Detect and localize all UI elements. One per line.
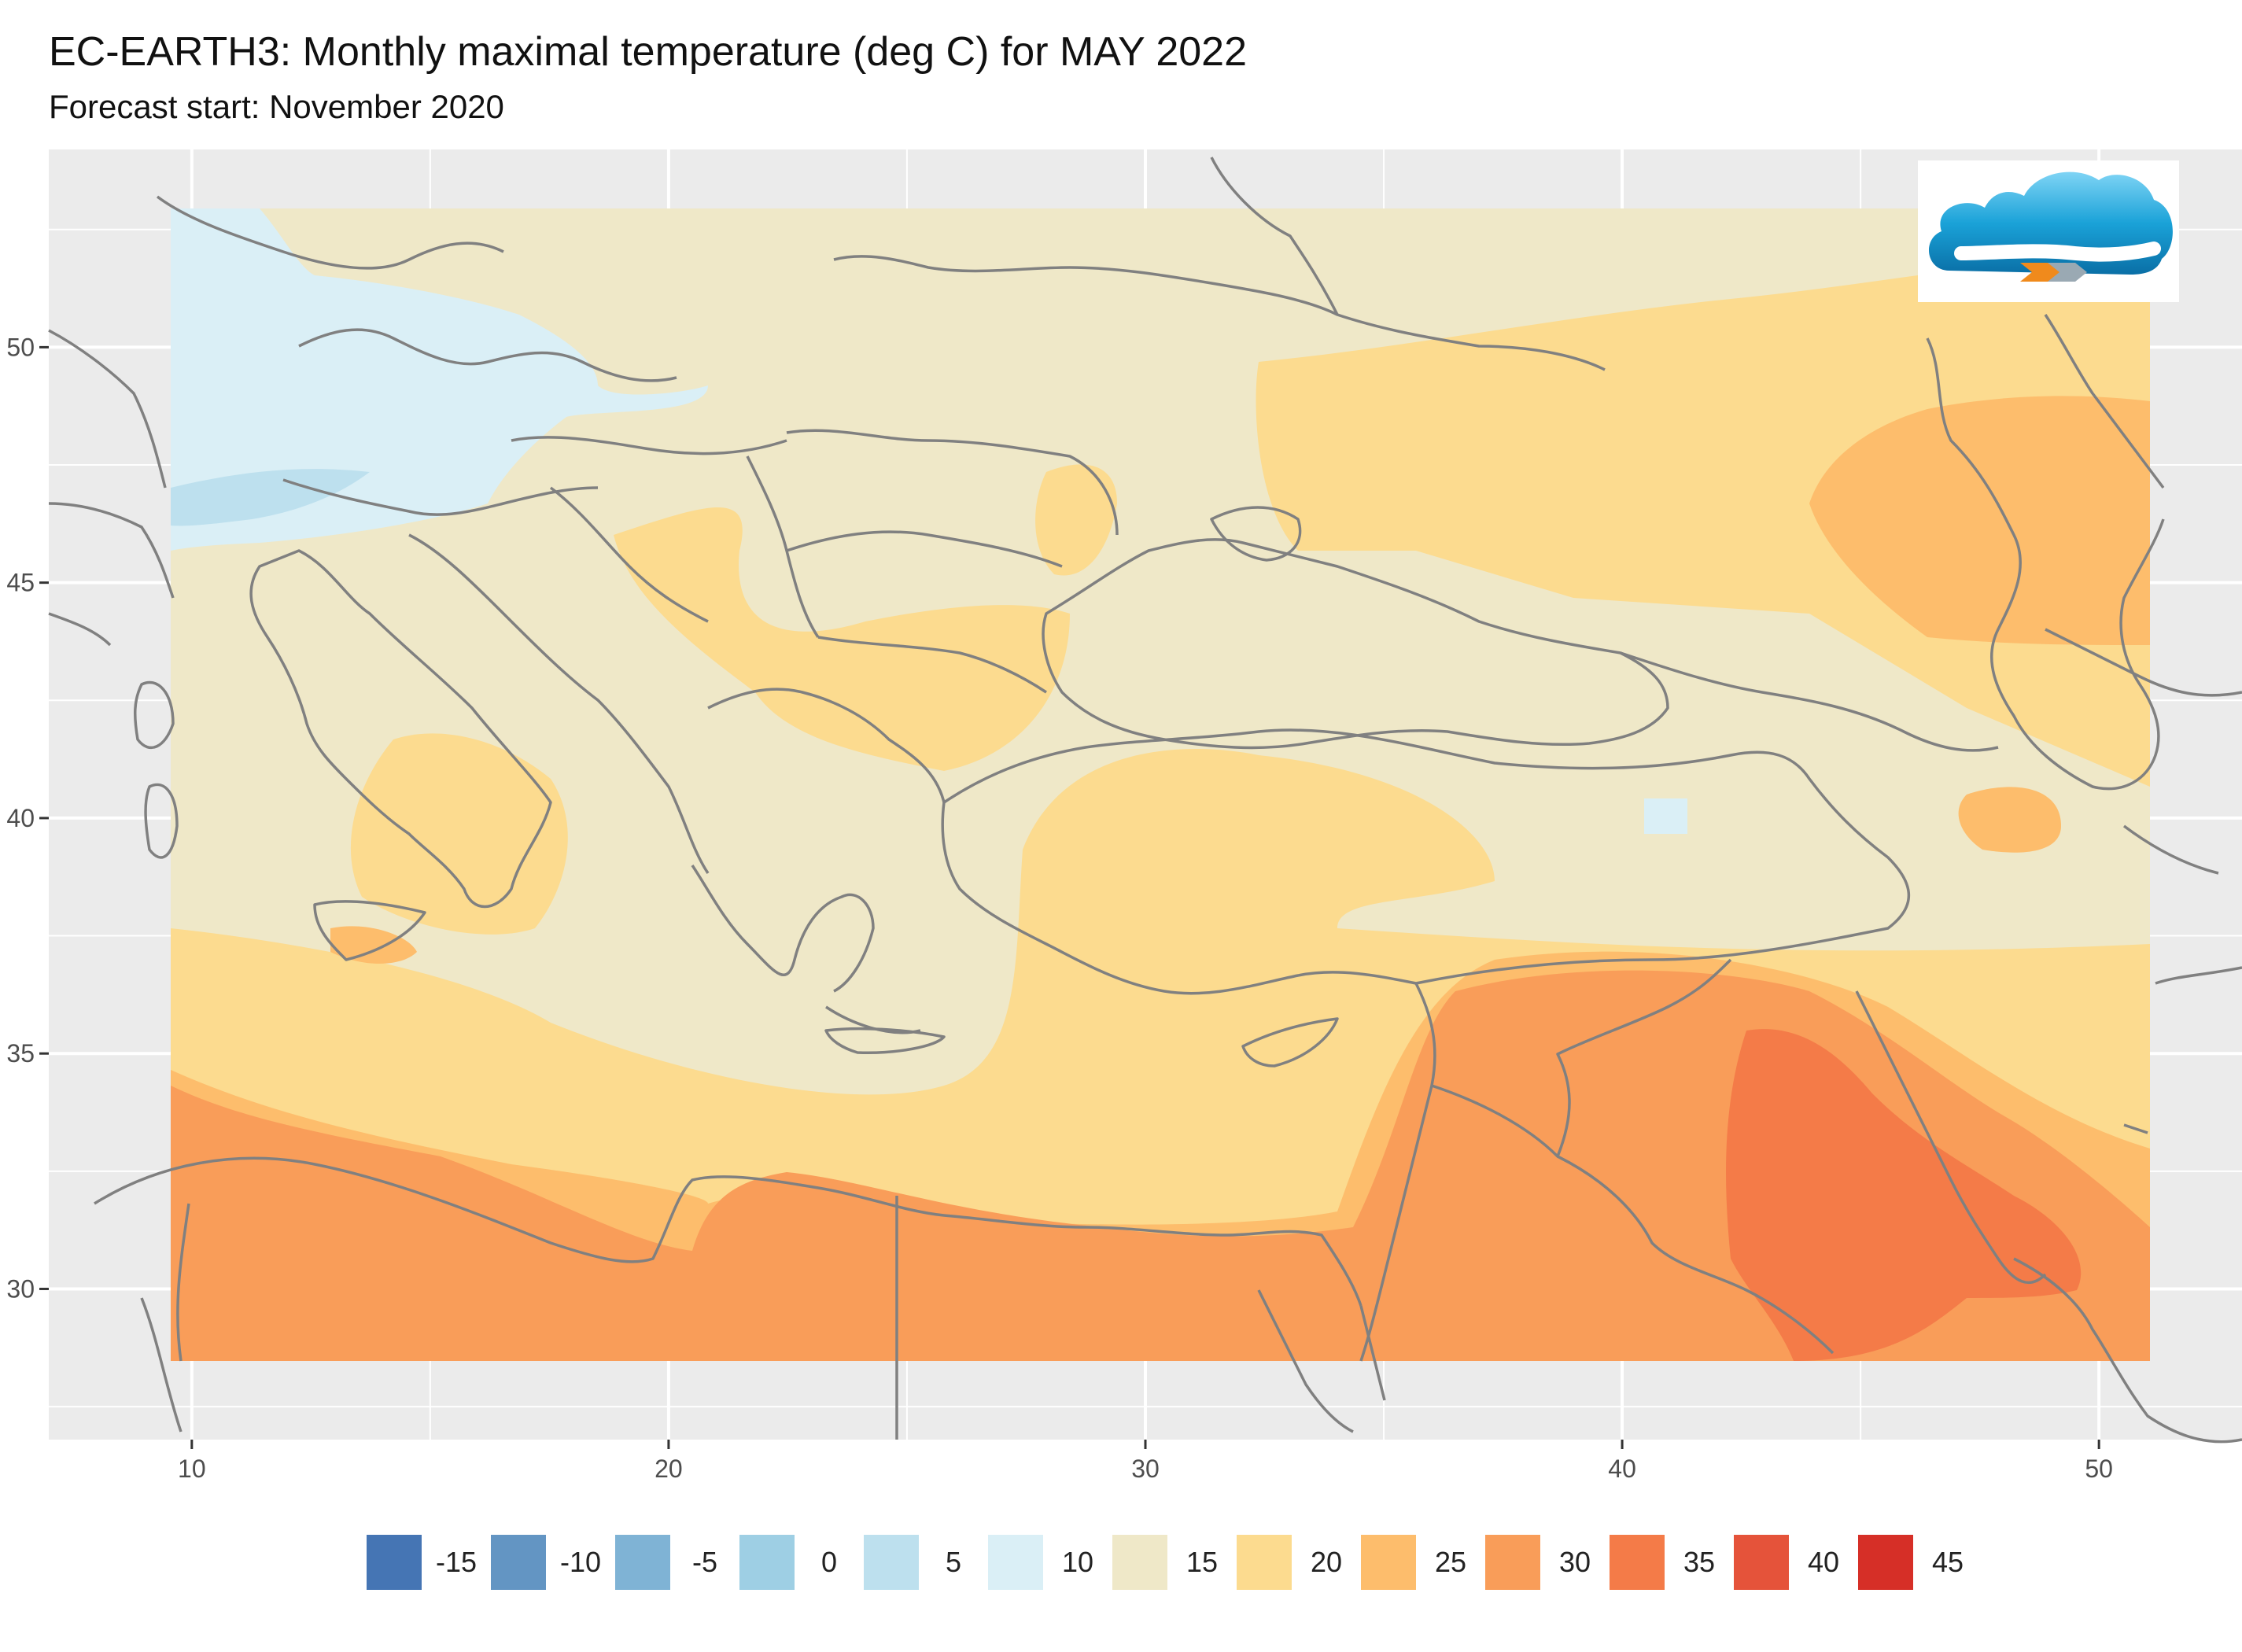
y-axis-labels: 50 45 40 35 30 — [6, 333, 35, 1303]
y-tick-label: 40 — [6, 804, 35, 832]
legend-label: 40 — [1807, 1546, 1840, 1578]
legend-item: 35 — [1610, 1535, 1734, 1590]
legend-label: 35 — [1683, 1546, 1716, 1578]
legend-swatch — [1361, 1535, 1416, 1590]
legend-swatch — [1858, 1535, 1913, 1590]
legend-label: 30 — [1558, 1546, 1591, 1578]
legend-label: 25 — [1434, 1546, 1467, 1578]
legend-swatch — [739, 1535, 795, 1590]
legend-swatch — [491, 1535, 546, 1590]
axis-ticks — [39, 345, 2100, 1449]
legend-label: -15 — [435, 1546, 478, 1578]
legend-item: 30 — [1485, 1535, 1610, 1590]
legend-swatch — [864, 1535, 919, 1590]
country-borders — [48, 157, 2242, 1444]
chart-title: EC-EARTH3: Monthly maximal temperature (… — [49, 29, 1248, 75]
legend-label: 10 — [1061, 1546, 1094, 1578]
x-tick-label: 50 — [2085, 1455, 2113, 1479]
legend-item: 45 — [1858, 1535, 1982, 1590]
y-tick-label: 35 — [6, 1039, 35, 1068]
region-10-central-europe — [171, 208, 708, 551]
y-tick-label: 45 — [6, 569, 35, 597]
region-20-northeast — [1256, 252, 2150, 787]
legend-item: -15 — [367, 1535, 491, 1590]
legend-label: 45 — [1931, 1546, 1964, 1578]
legend-swatch — [1485, 1535, 1540, 1590]
y-tick-label: 30 — [6, 1274, 35, 1303]
legend-item: 5 — [864, 1535, 988, 1590]
legend-label: 5 — [945, 1546, 962, 1578]
legend-label: -5 — [691, 1546, 717, 1578]
legend-item: 40 — [1734, 1535, 1858, 1590]
legend-swatch — [615, 1535, 670, 1590]
legend-item: 20 — [1237, 1535, 1361, 1590]
logo — [1918, 160, 2179, 302]
cloud-logo-icon — [1928, 171, 2173, 282]
temperature-field — [171, 208, 2150, 1361]
region-35-mesopotamia — [1726, 1029, 2082, 1361]
region-30-south — [171, 970, 2150, 1361]
legend-swatch — [1237, 1535, 1292, 1590]
legend-swatch — [1112, 1535, 1167, 1590]
legend-item: 15 — [1112, 1535, 1237, 1590]
legend-item: 10 — [988, 1535, 1112, 1590]
legend-label: 20 — [1310, 1546, 1343, 1578]
legend-item: 0 — [739, 1535, 864, 1590]
legend-swatch — [367, 1535, 422, 1590]
x-tick-label: 30 — [1131, 1455, 1160, 1479]
legend-swatch — [1610, 1535, 1665, 1590]
x-tick-label: 20 — [655, 1455, 683, 1479]
chart-subtitle: Forecast start: November 2020 — [49, 88, 504, 125]
region-5-alps — [171, 469, 370, 526]
legend-item: -10 — [491, 1535, 615, 1590]
map-plot: 10 20 30 40 50 50 45 40 35 30 — [6, 149, 2242, 1479]
legend-swatch — [1734, 1535, 1789, 1590]
legend-item: 25 — [1361, 1535, 1485, 1590]
region-25-sicily — [330, 926, 417, 964]
x-tick-label: 10 — [178, 1455, 206, 1479]
legend-label: 15 — [1186, 1546, 1219, 1578]
legend-swatch — [988, 1535, 1043, 1590]
legend-item: -5 — [615, 1535, 739, 1590]
x-axis-labels: 10 20 30 40 50 — [178, 1455, 2113, 1479]
legend: -15 -10 -5 0 5 10 15 20 25 30 35 40 45 — [367, 1534, 1982, 1591]
region-20-black-sea-north — [1035, 464, 1117, 576]
y-tick-label: 50 — [6, 333, 35, 361]
x-tick-label: 40 — [1608, 1455, 1636, 1479]
legend-label: 0 — [820, 1546, 838, 1578]
region-25-caspian — [1809, 396, 2150, 645]
region-10-caucasus-spot — [1644, 798, 1687, 834]
legend-label: -10 — [559, 1546, 602, 1578]
region-25-caucasus — [1958, 787, 2061, 853]
